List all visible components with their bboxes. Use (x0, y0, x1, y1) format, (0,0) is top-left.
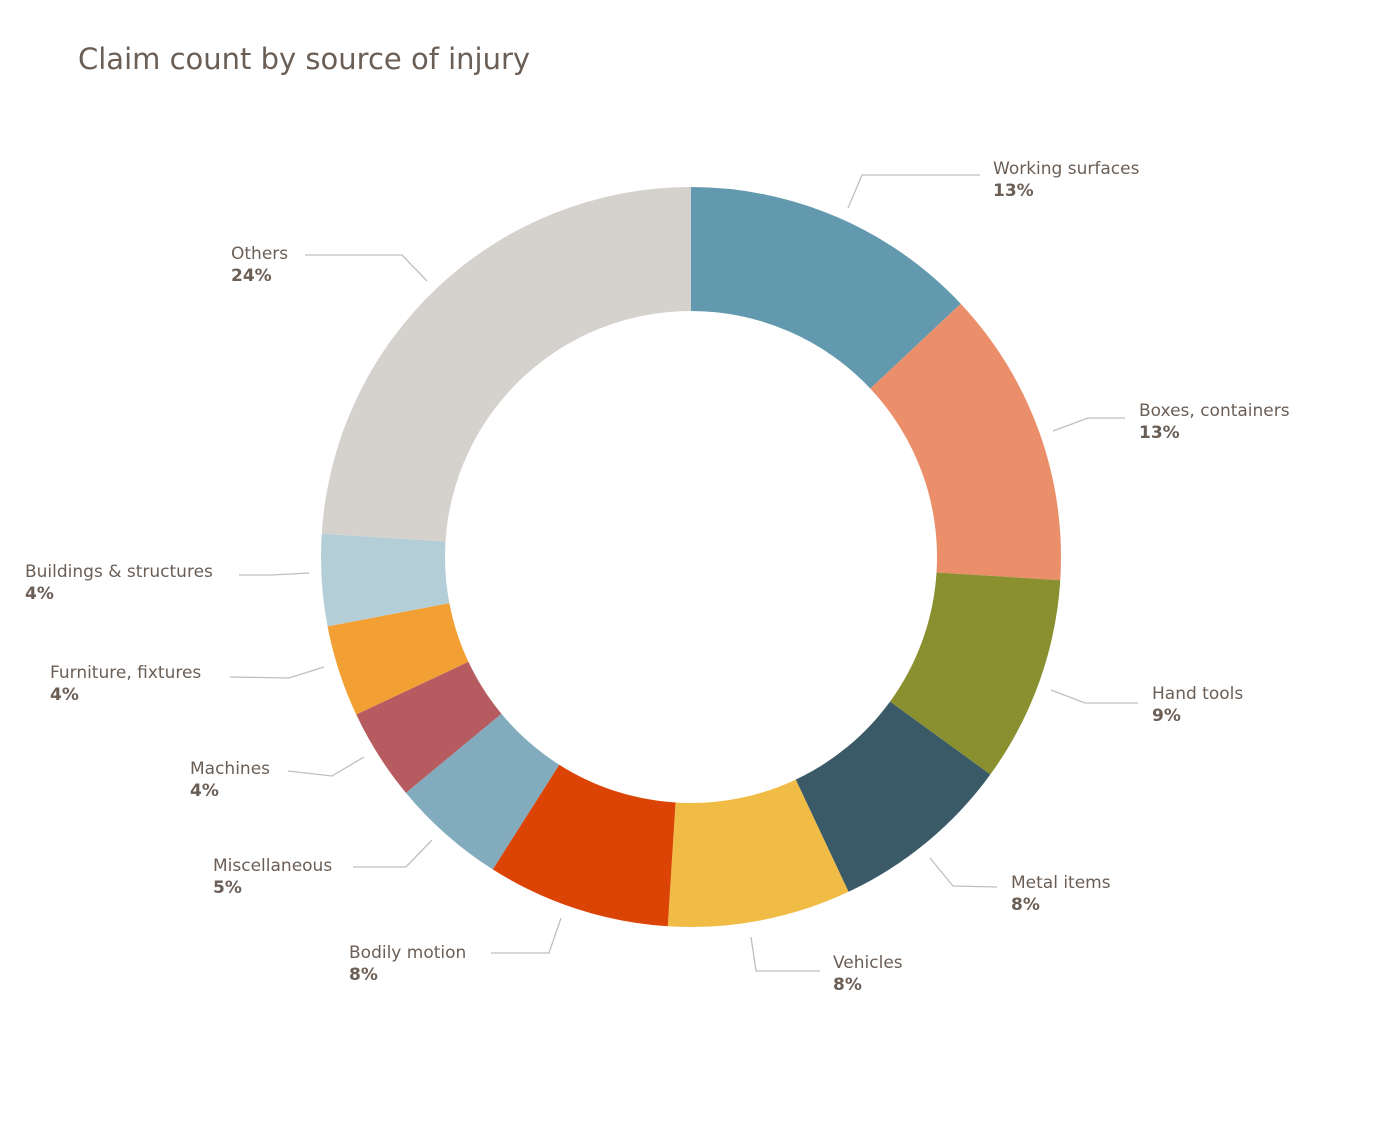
slice-bodily-motion (492, 764, 676, 927)
slice-vehicles (667, 779, 849, 927)
slice-value-label: 13% (993, 181, 1034, 201)
slice-label: Buildings & structures (25, 562, 213, 582)
slice-value-label: 4% (50, 685, 79, 705)
leader-line (1052, 417, 1125, 432)
leader-line (491, 917, 562, 954)
leader-line (229, 666, 325, 679)
slice-label: Others (231, 244, 288, 264)
leader-line (353, 839, 433, 868)
slice-value-label: 8% (833, 975, 862, 995)
slice-value-label: 4% (190, 781, 219, 801)
slice-label: Furniture, fixtures (50, 663, 201, 683)
leader-line (305, 254, 428, 282)
leader-line (287, 756, 365, 777)
slice-value-label: 5% (213, 878, 242, 898)
leader-line (1050, 689, 1138, 704)
slice-value-label: 4% (25, 584, 54, 604)
slice-label: Miscellaneous (213, 856, 332, 876)
leader-line (239, 572, 310, 576)
leader-line (847, 174, 980, 209)
slice-furniture-fixtures (327, 603, 469, 715)
leader-line (929, 857, 998, 888)
slice-working-surfaces (691, 187, 961, 389)
slice-machines (356, 661, 502, 793)
slice-value-label: 9% (1152, 706, 1181, 726)
slice-metal-items (795, 701, 991, 892)
slice-label: Hand tools (1152, 684, 1243, 704)
slice-value-label: 24% (231, 266, 272, 286)
leader-line (750, 936, 820, 972)
slice-hand-tools (890, 572, 1061, 775)
slice-buildings-structures (321, 533, 450, 627)
slice-boxes-containers (870, 303, 1061, 581)
slice-label: Machines (190, 759, 270, 779)
slice-others (321, 187, 691, 542)
chart-title: Claim count by source of injury (78, 42, 530, 76)
slice-miscellaneous (405, 713, 560, 870)
slice-value-label: 13% (1139, 423, 1180, 443)
slice-label: Bodily motion (349, 943, 466, 963)
slice-label: Boxes, containers (1139, 401, 1290, 421)
slice-value-label: 8% (1011, 895, 1040, 915)
slice-label: Vehicles (833, 953, 903, 973)
slice-label: Metal items (1011, 873, 1111, 893)
slice-label: Working surfaces (993, 159, 1140, 179)
slice-value-label: 8% (349, 965, 378, 985)
